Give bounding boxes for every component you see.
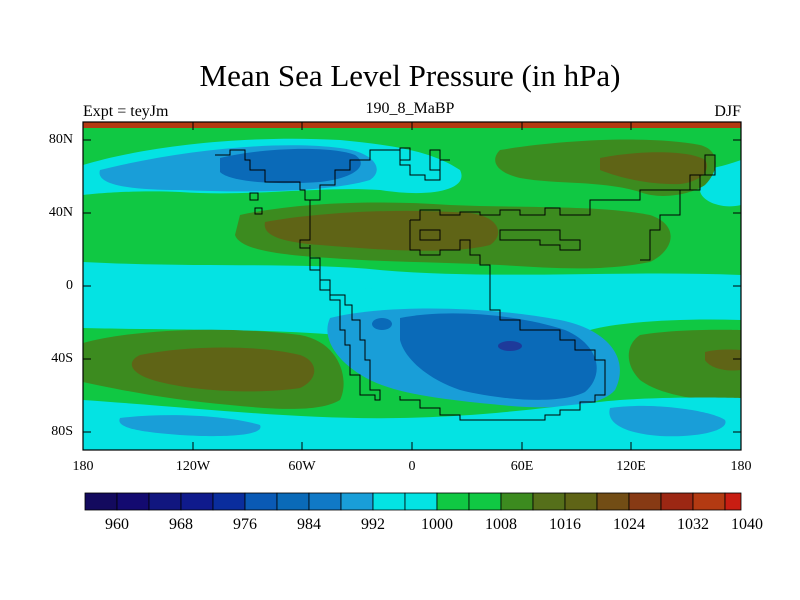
colorbar-cell [84, 492, 118, 511]
colorbar-label: 1024 [613, 516, 645, 533]
season-label: DJF [714, 103, 741, 120]
experiment-label: Expt = teyJm [83, 103, 169, 120]
colorbar-cell [724, 492, 742, 511]
x-tick-label: 0 [408, 459, 416, 474]
colorbar-cell [340, 492, 374, 511]
colorbar-cell [244, 492, 278, 511]
colorbar-cell [308, 492, 342, 511]
south-east-high-outer [628, 329, 741, 401]
south-west-high-core [131, 347, 315, 392]
colorbar-cell [564, 492, 598, 511]
colorbar-label: 1040 [731, 516, 763, 533]
colorbar-cell [404, 492, 438, 511]
x-tick-label: 120W [175, 459, 211, 474]
colorbar-cell [660, 492, 694, 511]
colorbar-label: 960 [105, 516, 129, 533]
colorbar-label: 984 [297, 516, 321, 533]
colorbar-label: 1000 [421, 516, 453, 533]
colorbar-cell [468, 492, 502, 511]
north-high-core [600, 152, 708, 185]
y-tick-label: 40N [48, 205, 73, 220]
colorbar-label: 1008 [485, 516, 517, 533]
colorbar-cell [692, 492, 726, 511]
colorbar-cell [532, 492, 566, 511]
y-tick-label: 80S [51, 424, 73, 439]
pressure-field [83, 122, 741, 450]
coastlines [215, 147, 716, 421]
age-label: 190_8_MaBP [365, 100, 455, 117]
map-title: Mean Sea Level Pressure (in hPa) [199, 58, 621, 93]
colorbar-label: 992 [361, 516, 385, 533]
colorbar-cell [212, 492, 246, 511]
axis-ticks [82, 122, 742, 450]
colorbar-cell [180, 492, 214, 511]
colorbar [84, 492, 742, 511]
x-tick-label: 120E [616, 459, 646, 474]
y-tick-label: 80N [48, 132, 73, 147]
x-tick-label: 180 [72, 459, 94, 474]
colorbar-cell [148, 492, 182, 511]
colorbar-cell [116, 492, 150, 511]
y-tick-label: 0 [66, 278, 73, 293]
north-low-core [220, 148, 361, 184]
south-west-low [119, 415, 261, 437]
colorbar-cell [372, 492, 406, 511]
colorbar-cell [596, 492, 630, 511]
colorbar-cell [436, 492, 470, 511]
x-tick-label: 60W [288, 459, 316, 474]
south-cyan-zone [83, 397, 741, 450]
colorbar-cell [276, 492, 310, 511]
colorbar-label: 976 [233, 516, 257, 533]
south-east-low [609, 405, 726, 437]
south-low-core [400, 313, 597, 400]
colorbar-cell [628, 492, 662, 511]
small-low-pocket [372, 318, 392, 330]
south-east-high-core [705, 349, 741, 371]
south-low-center [498, 341, 522, 351]
colorbar-cell [500, 492, 534, 511]
subtropical-high-core [264, 210, 499, 251]
colorbar-label: 1016 [549, 516, 581, 533]
x-tick-label: 60E [510, 459, 534, 474]
y-tick-label: 40S [51, 351, 73, 366]
colorbar-label: 1032 [677, 516, 709, 533]
x-tick-label: 180 [730, 459, 752, 474]
colorbar-label: 968 [169, 516, 193, 533]
